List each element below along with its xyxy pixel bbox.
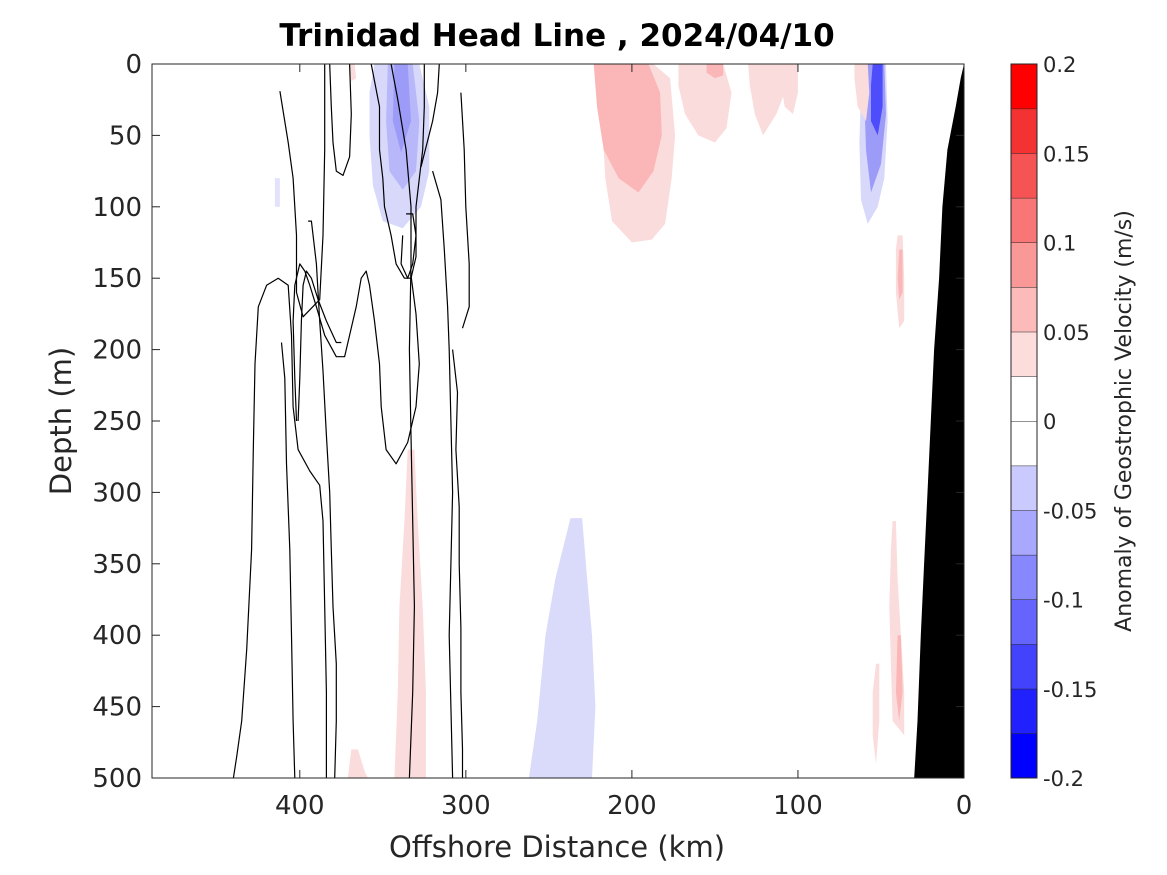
x-tick-label: 100 (773, 791, 823, 821)
colorbar-bin-10 (1011, 287, 1037, 332)
colorbar-tick-label: -0.2 (1043, 767, 1084, 791)
y-tick-label: 300 (92, 478, 142, 508)
y-tick-label: 400 (92, 621, 142, 651)
filled-contour-15 (349, 64, 357, 82)
colorbar-bin-8 (1011, 376, 1037, 421)
colorbar-bin-12 (1011, 197, 1037, 243)
plot-data (232, 64, 964, 778)
zero-contour-line-5 (292, 263, 420, 465)
zero-contour-line-4 (400, 213, 417, 279)
zero-contour-line-9 (390, 64, 415, 778)
colorbar-tick-label: 0.05 (1043, 321, 1090, 345)
chart-title: Trinidad Head Line , 2024/04/10 (279, 18, 834, 54)
colorbar-bin-2 (1011, 644, 1037, 689)
y-tick-label: 0 (125, 50, 142, 80)
y-tick-label: 250 (92, 407, 142, 437)
zero-contour-line-6 (297, 270, 342, 422)
y-tick-label: 150 (92, 264, 142, 294)
colorbar-tick-label: -0.05 (1043, 499, 1097, 523)
zero-contour-line-8 (308, 220, 337, 778)
filled-contour-14 (854, 64, 870, 122)
seafloor-mask (914, 64, 964, 778)
colorbar-bin-3 (1011, 599, 1037, 645)
filled-contour-10 (678, 64, 732, 143)
colorbar-tick-label: -0.15 (1043, 678, 1097, 702)
colorbar: -0.2 -0.15 -0.1 -0.05 0 0.05 0.1 0.15 0.2 (1010, 53, 1097, 791)
filled-contour-19 (895, 635, 903, 721)
zero-contour-line-3 (370, 64, 425, 279)
x-tick-label: 0 (956, 791, 973, 821)
zero-contour-line-2 (232, 277, 327, 778)
filled-contour-2 (392, 64, 411, 153)
colorbar-frame (1010, 63, 1038, 779)
colorbar-bin-11 (1011, 242, 1037, 288)
y-axis-label: Depth (m) (44, 347, 78, 495)
zero-contour-line-13 (460, 92, 470, 329)
x-tick-label: 400 (275, 791, 325, 821)
y-tick-label: 350 (92, 550, 142, 580)
zero-contour-line-0 (279, 64, 326, 318)
colorbar-tick-label: 0.2 (1043, 53, 1076, 77)
zero-contour-line-10 (420, 64, 440, 167)
colorbar-tick-label: 0.15 (1043, 142, 1090, 166)
filled-contour-5 (871, 64, 883, 136)
filled-contour-6 (274, 178, 280, 207)
y-tick-label: 100 (92, 193, 142, 223)
filled-contour-9 (528, 64, 662, 193)
colorbar-bin-14 (1011, 108, 1037, 154)
colorbar-bin-0 (1011, 733, 1037, 778)
colorbar-bin-5 (1011, 510, 1037, 555)
zero-contour-line-1 (280, 342, 296, 778)
colorbar-tick-label: 0.1 (1043, 232, 1076, 256)
colorbar-bin-6 (1011, 465, 1037, 511)
x-tick-label: 300 (441, 791, 491, 821)
zero-contour-line-11 (432, 170, 454, 778)
filled-contour-21 (897, 249, 903, 300)
colorbar-bin-7 (1011, 421, 1037, 466)
colorbar-tick-label: -0.1 (1043, 589, 1084, 613)
y-tick-label: 200 (92, 336, 142, 366)
colorbar-bin-15 (1011, 64, 1037, 109)
colorbar-label: Anomaly of Geostrophic Velocity (m/s) (1112, 210, 1137, 632)
y-tick-label: 500 (92, 764, 142, 794)
filled-contour-12 (748, 64, 785, 136)
colorbar-bin-4 (1011, 554, 1037, 600)
filled-contour-11 (706, 64, 724, 79)
colorbar-bin-9 (1011, 331, 1037, 377)
zero-contour-line-7 (329, 64, 352, 176)
filled-contour-22 (872, 663, 880, 764)
x-tick-label: 200 (607, 791, 657, 821)
colorbar-bin-13 (1011, 153, 1037, 198)
filled-contour-13 (781, 64, 798, 114)
zero-contour-line-12 (452, 349, 464, 778)
plot-area: 400 300 200 100 0 0 50 100 150 200 250 300 350 400 450… (92, 50, 972, 821)
colorbar-tick-label: 0 (1043, 410, 1056, 434)
filled-contour-17 (347, 749, 368, 778)
filled-contour-16 (394, 449, 426, 778)
x-axis-label: Offshore Distance (km) (389, 830, 725, 864)
filled-contour-7 (528, 518, 596, 778)
y-tick-label: 450 (92, 693, 142, 723)
colorbar-bin-1 (1011, 688, 1037, 734)
y-tick-label: 50 (109, 121, 142, 151)
